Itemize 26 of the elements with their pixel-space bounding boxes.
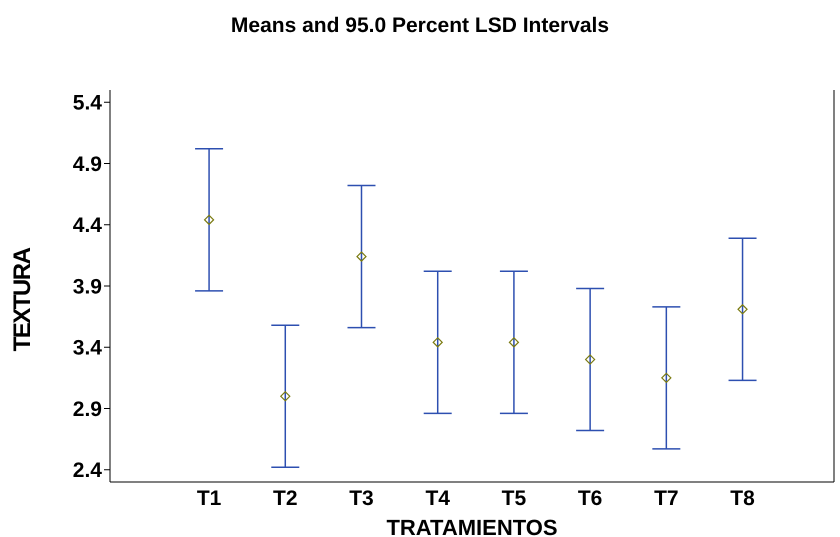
- x-tick-label: T2: [273, 486, 298, 510]
- x-tick-label: T7: [654, 486, 679, 510]
- y-tick-label: 4.4: [72, 214, 102, 238]
- y-axis-title: TEXTURA: [9, 248, 37, 352]
- y-tick-label: 3.4: [72, 336, 102, 360]
- x-tick-label: T4: [425, 486, 450, 510]
- point: [356, 252, 367, 262]
- point: [585, 354, 596, 365]
- point: [737, 304, 748, 314]
- x-tick-label: T5: [502, 486, 526, 510]
- chart-title: Means and 95.0 Percent LSD Intervals: [230, 14, 610, 38]
- point: [661, 372, 672, 383]
- x-tick-label: T8: [730, 486, 756, 510]
- y-tick-label: 4.9: [72, 152, 102, 176]
- x-tick-label: T1: [196, 486, 222, 510]
- y-tick-label: 2.9: [72, 398, 102, 421]
- point: [432, 337, 443, 348]
- point: [508, 337, 520, 348]
- x-tick-label: T6: [578, 486, 602, 510]
- point: [204, 214, 214, 225]
- y-tick-label: 2.4: [72, 459, 102, 482]
- y-tick-label: 3.9: [72, 275, 102, 298]
- y-tick-label: 5.4: [72, 92, 102, 115]
- x-axis-title: TRATAMIENTOS: [386, 515, 558, 537]
- x-tick-label: T3: [349, 486, 374, 510]
- point: [280, 391, 290, 402]
